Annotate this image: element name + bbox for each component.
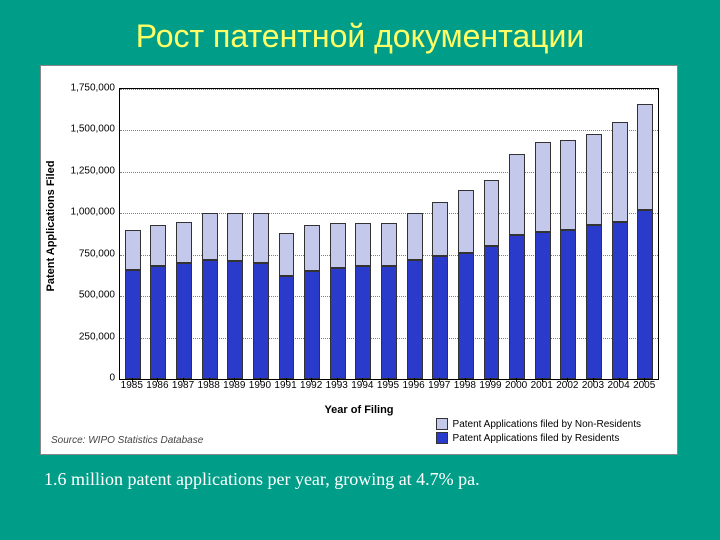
bar-segment (227, 261, 243, 379)
y-tick-label: 250,000 (51, 331, 115, 342)
bar-segment (407, 260, 423, 379)
x-tick-label: 1991 (274, 380, 296, 391)
x-tick-label: 1986 (146, 380, 168, 391)
x-tick-label: 1985 (121, 380, 143, 391)
bar-segment (355, 266, 371, 379)
bar-segment (355, 223, 371, 266)
x-tick-label: 2003 (582, 380, 604, 391)
x-tick-label: 1997 (428, 380, 450, 391)
legend-label: Patent Applications filed by Non-Residen… (453, 419, 641, 430)
x-axis-title: Year of Filing (41, 404, 677, 416)
plot-area (119, 88, 659, 380)
bar-segment (535, 232, 551, 379)
y-tick-label: 1,000,000 (51, 207, 115, 218)
bar-segment (560, 230, 576, 379)
bar-segment (304, 225, 320, 271)
legend-swatch (436, 418, 448, 430)
y-tick-label: 1,750,000 (51, 83, 115, 94)
bar-segment (458, 190, 474, 253)
bar-segment (586, 134, 602, 225)
bar-segment (253, 263, 269, 379)
bar-segment (330, 268, 346, 379)
y-tick-label: 0 (51, 373, 115, 384)
x-tick-label: 1996 (402, 380, 424, 391)
x-tick-label: 1988 (198, 380, 220, 391)
x-tick-label: 1998 (454, 380, 476, 391)
bar-segment (150, 225, 166, 266)
legend-row: Patent Applications filed by Non-Residen… (436, 418, 641, 430)
x-tick-label: 1995 (377, 380, 399, 391)
slide-title: Рост патентной документации (0, 0, 720, 65)
legend: Patent Applications filed by Non-Residen… (436, 418, 641, 446)
bar-segment (612, 222, 628, 379)
legend-row: Patent Applications filed by Residents (436, 432, 641, 444)
legend-swatch (436, 432, 448, 444)
bar-segment (586, 225, 602, 379)
bar-segment (202, 213, 218, 259)
bar-segment (637, 104, 653, 210)
y-tick-label: 1,250,000 (51, 165, 115, 176)
y-tick-label: 1,500,000 (51, 124, 115, 135)
chart-panel: Patent Applications Filed 0 250,000 500,00… (40, 65, 678, 455)
x-tick-label: 1992 (300, 380, 322, 391)
bar-segment (330, 223, 346, 268)
bar-segment (202, 260, 218, 379)
bar-segment (176, 222, 192, 263)
bar-segment (176, 263, 192, 379)
bar-segment (637, 210, 653, 379)
bar-segment (509, 235, 525, 379)
x-tick-label: 1990 (249, 380, 271, 391)
bars-container (120, 89, 658, 379)
x-tick-label: 1987 (172, 380, 194, 391)
x-tick-label: 1999 (479, 380, 501, 391)
bar-segment (432, 202, 448, 257)
bar-segment (150, 266, 166, 379)
x-tick-label: 1993 (326, 380, 348, 391)
bar-segment (279, 233, 295, 276)
y-axis-title: Patent Applications Filed (45, 161, 57, 292)
bar-segment (125, 230, 141, 270)
y-tick-label: 750,000 (51, 248, 115, 259)
legend-label: Patent Applications filed by Residents (453, 433, 620, 444)
bar-segment (253, 213, 269, 263)
bar-segment (381, 223, 397, 266)
bar-segment (458, 253, 474, 379)
bar-segment (560, 140, 576, 229)
bar-segment (381, 266, 397, 379)
bar-segment (125, 270, 141, 379)
bar-segment (227, 213, 243, 261)
x-tick-label: 2002 (556, 380, 578, 391)
x-tick-label: 2000 (505, 380, 527, 391)
slide: Рост патентной документации Patent Appli… (0, 0, 720, 540)
source-text: Source: WIPO Statistics Database (51, 435, 203, 446)
bar-segment (304, 271, 320, 379)
x-tick-label: 1989 (223, 380, 245, 391)
bar-segment (612, 122, 628, 221)
x-tick-label: 1994 (351, 380, 373, 391)
bar-segment (279, 276, 295, 379)
bar-segment (484, 246, 500, 379)
x-tick-label: 2004 (607, 380, 629, 391)
x-tick-label: 2005 (633, 380, 655, 391)
bar-segment (535, 142, 551, 231)
bar-segment (484, 180, 500, 246)
y-tick-label: 500,000 (51, 290, 115, 301)
x-tick-label: 2001 (531, 380, 553, 391)
bar-segment (407, 213, 423, 259)
bar-segment (509, 154, 525, 235)
bar-segment (432, 256, 448, 379)
caption: 1.6 million patent applications per year… (44, 469, 676, 490)
